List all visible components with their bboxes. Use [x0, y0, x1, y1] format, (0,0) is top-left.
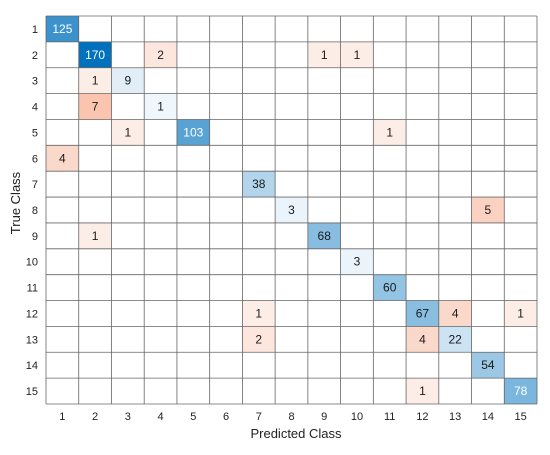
matrix-cell [144, 93, 177, 120]
cell-value-label: 22 [448, 332, 462, 346]
x-tick-label: 10 [351, 411, 363, 423]
x-tick-label: 8 [288, 411, 294, 423]
matrix-cell [78, 93, 112, 120]
y-axis-label: True Class [8, 171, 23, 234]
y-tick-label: 11 [27, 283, 38, 295]
x-tick-label: 11 [384, 411, 395, 423]
cell-value-label: 1 [255, 306, 262, 320]
cell-value-label: 103 [183, 125, 203, 139]
matrix-cell [406, 378, 439, 404]
matrix-cell [406, 326, 439, 353]
cell-value-label: 67 [416, 306, 430, 320]
matrix-cell [471, 352, 505, 379]
matrix-cell [373, 119, 407, 146]
cell-value-label: 5 [485, 203, 492, 217]
cell-value-label: 54 [481, 358, 495, 372]
y-tick-label: 2 [32, 50, 38, 62]
y-tick-label: 12 [26, 308, 38, 320]
matrix-gridlines [45, 15, 538, 405]
y-tick-label: 4 [32, 102, 38, 114]
cell-value-label: 1 [386, 125, 393, 139]
cell-value-label: 60 [383, 281, 397, 295]
x-tick-labels: 1 2 3 4 5 6 7 8 9 10 11 12 13 14 15 [59, 411, 526, 423]
y-tick-label: 5 [32, 127, 38, 139]
matrix-cell [46, 16, 79, 42]
cell-value-label: 78 [514, 384, 528, 398]
x-tick-label: 14 [482, 411, 494, 423]
matrix-cells [46, 16, 537, 404]
y-tick-label: 8 [32, 205, 38, 217]
x-tick-label: 9 [321, 411, 327, 423]
matrix-cell [275, 197, 308, 223]
y-tick-label: 3 [32, 76, 38, 88]
x-tick-label: 6 [223, 411, 229, 423]
x-tick-label: 5 [190, 411, 196, 423]
y-tick-label: 15 [26, 386, 38, 398]
matrix-cell [438, 300, 472, 327]
cell-value-label: 1 [124, 125, 131, 139]
cell-value-label: 1 [92, 74, 99, 88]
matrix-cell [340, 248, 374, 275]
matrix-cell [242, 300, 276, 327]
matrix-cell [78, 222, 112, 249]
matrix-cell [307, 222, 341, 249]
cell-value-label: 7 [92, 100, 99, 114]
cell-value-label: 4 [59, 151, 66, 165]
y-tick-label: 6 [32, 153, 38, 165]
matrix-cell [373, 274, 407, 301]
cell-value-label: 3 [354, 255, 361, 269]
cell-value-label: 1 [419, 384, 426, 398]
matrix-cell [144, 41, 177, 68]
matrix-cell [504, 378, 537, 404]
x-tick-label: 12 [416, 411, 428, 423]
y-tick-label: 7 [32, 179, 38, 191]
x-axis-label: Predicted Class [250, 426, 342, 441]
cell-value-label: 2 [255, 332, 262, 346]
y-tick-label: 13 [26, 334, 38, 346]
matrix-cell [242, 326, 276, 353]
cell-value-label: 1 [517, 306, 524, 320]
cell-value-label: 2 [157, 48, 164, 62]
cell-value-label: 4 [452, 306, 459, 320]
x-tick-label: 3 [125, 411, 131, 423]
y-tick-label: 1 [32, 24, 38, 36]
matrix-cell [78, 41, 112, 68]
cell-value-label: 1 [157, 100, 164, 114]
y-tick-label: 10 [26, 257, 38, 269]
matrix-cell [406, 300, 439, 327]
cell-value-label: 1 [321, 48, 328, 62]
cell-value-label: 170 [85, 48, 105, 62]
matrix-cell [504, 300, 537, 327]
x-tick-label: 2 [92, 411, 98, 423]
matrix-cell [111, 119, 145, 146]
matrix-cell [307, 41, 341, 68]
matrix-cell [340, 41, 374, 68]
x-tick-label: 1 [59, 411, 65, 423]
cell-value-label: 3 [288, 203, 295, 217]
y-tick-label: 9 [32, 231, 38, 243]
matrix-cell [46, 145, 79, 172]
x-tick-label: 13 [449, 411, 461, 423]
cell-value-label: 1 [354, 48, 361, 62]
x-tick-label: 4 [158, 411, 164, 423]
matrix-cell [471, 197, 505, 223]
x-tick-label: 7 [256, 411, 262, 423]
cell-value-label: 9 [124, 74, 131, 88]
matrix-cell [111, 67, 145, 94]
cell-value-label: 4 [419, 332, 426, 346]
matrix-cell [242, 171, 276, 198]
x-tick-label: 15 [515, 411, 527, 423]
cell-value-label: 1 [92, 229, 99, 243]
cell-value-label: 68 [318, 229, 332, 243]
matrix-cell [176, 119, 210, 146]
y-tick-label: 14 [26, 360, 38, 372]
matrix-cell [78, 67, 112, 94]
matrix-cell [438, 326, 472, 353]
cell-value-label: 38 [252, 177, 266, 191]
cell-value-label: 125 [52, 22, 72, 36]
